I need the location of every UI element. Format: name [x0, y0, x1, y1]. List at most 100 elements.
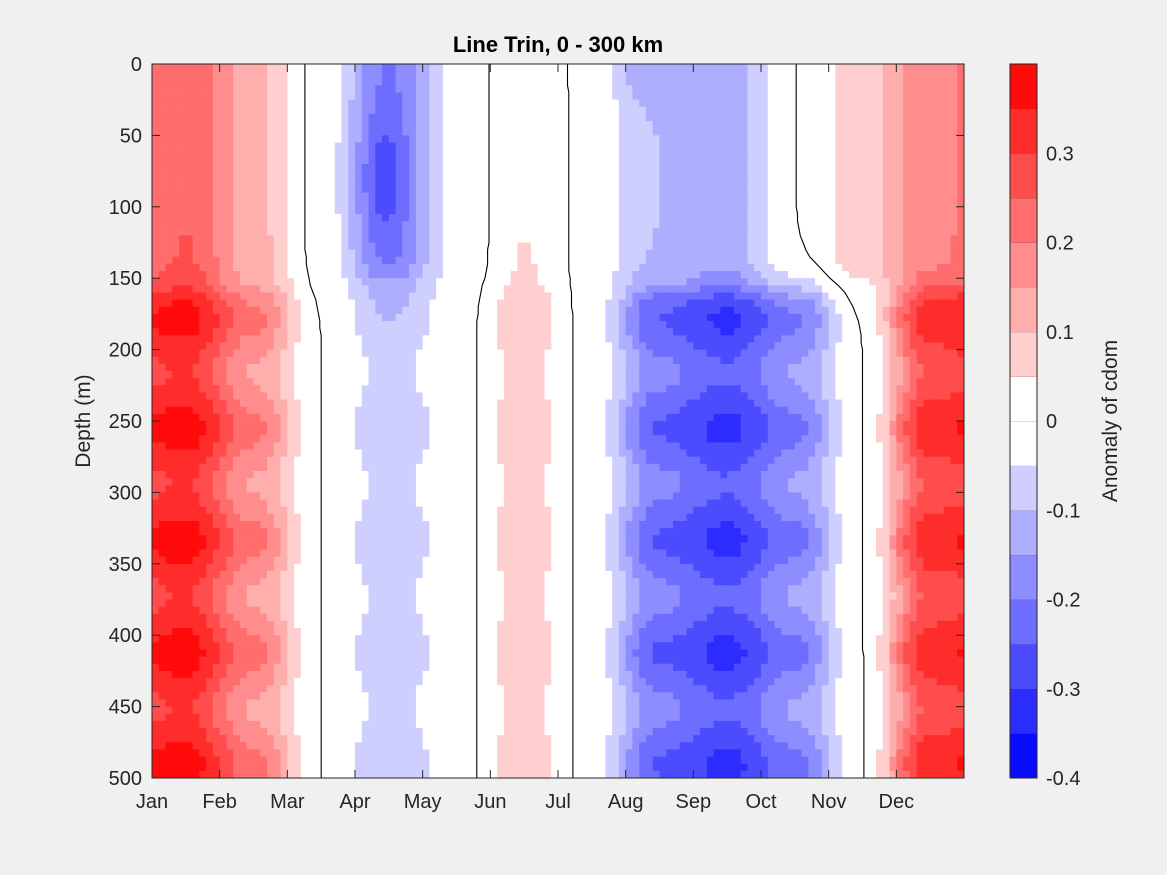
contour-cell	[882, 171, 891, 179]
contour-cell	[876, 271, 884, 279]
contour-cell	[273, 163, 282, 172]
contour-cell	[821, 242, 830, 251]
contour-cell	[754, 242, 762, 251]
contour-cell	[733, 142, 742, 151]
contour-cell	[199, 256, 207, 265]
contour-cell	[233, 99, 241, 108]
contour-cell	[598, 142, 606, 151]
contour-cell	[882, 64, 891, 72]
contour-cell	[652, 71, 661, 79]
contour-cell	[605, 192, 613, 201]
contour-cell	[449, 328, 458, 336]
contour-cell	[172, 335, 180, 344]
contour-cell	[855, 113, 864, 122]
contour-cell	[300, 292, 309, 301]
contour-cell	[321, 92, 329, 101]
contour-cell	[334, 99, 343, 108]
contour-cell	[483, 199, 491, 208]
contour-cell	[889, 313, 897, 322]
contour-cell	[483, 192, 491, 201]
contour-cell	[334, 171, 343, 179]
contour-cell	[896, 213, 904, 222]
contour-cell	[801, 285, 809, 294]
contour-cell	[835, 321, 843, 329]
contour-cell	[530, 64, 539, 72]
contour-cell	[402, 328, 410, 336]
contour-cell	[713, 128, 721, 136]
contour-cell	[585, 135, 593, 144]
contour-cell	[280, 85, 288, 94]
contour-cell	[666, 142, 674, 151]
contour-cell	[375, 306, 383, 315]
contour-cell	[591, 163, 600, 172]
contour-cell	[740, 242, 749, 251]
contour-cell	[916, 71, 924, 79]
contour-cell	[524, 178, 532, 186]
contour-cell	[930, 199, 938, 208]
contour-cell	[896, 199, 904, 208]
contour-cell	[442, 135, 451, 144]
contour-cell	[497, 199, 505, 208]
plot-area	[151, 63, 965, 779]
contour-cell	[666, 92, 674, 101]
contour-cell	[219, 135, 228, 144]
contour-cell	[754, 278, 762, 286]
contour-cell	[571, 71, 579, 79]
contour-cell	[720, 199, 728, 208]
contour-cell	[219, 299, 228, 308]
contour-cell	[903, 349, 911, 358]
contour-cell	[179, 64, 187, 72]
contour-cell	[449, 349, 458, 358]
contour-cell	[862, 249, 870, 258]
contour-cell	[578, 299, 586, 308]
contour-cell	[185, 321, 194, 329]
contour-fill	[152, 64, 964, 778]
contour-cell	[368, 128, 376, 136]
contour-cell	[930, 228, 938, 236]
contour-cell	[659, 306, 667, 315]
contour-cell	[652, 135, 661, 144]
contour-cell	[239, 206, 248, 215]
contour-cell	[869, 185, 877, 194]
contour-cell	[355, 313, 363, 322]
contour-cell	[625, 135, 634, 144]
contour-cell	[327, 328, 336, 336]
contour-cell	[246, 185, 255, 194]
contour-cell	[395, 242, 403, 251]
contour-cell	[219, 278, 228, 286]
contour-cell	[666, 78, 674, 87]
contour-cell	[239, 221, 248, 229]
contour-cell	[206, 206, 214, 215]
contour-cell	[862, 263, 870, 272]
contour-cell	[930, 171, 938, 179]
contour-cell	[517, 106, 525, 115]
contour-cell	[517, 185, 525, 194]
contour-cell	[239, 213, 248, 222]
contour-cell	[327, 171, 336, 179]
contour-cell	[754, 306, 762, 315]
contour-cell	[382, 228, 390, 236]
contour-cell	[382, 85, 390, 94]
contour-cell	[165, 78, 173, 87]
contour-cell	[686, 221, 694, 229]
contour-cell	[530, 213, 539, 222]
contour-cell	[848, 321, 857, 329]
contour-cell	[402, 64, 410, 72]
contour-cell	[585, 85, 593, 94]
contour-cell	[909, 349, 918, 358]
contour-cell	[862, 135, 870, 144]
contour-cell	[598, 328, 606, 336]
contour-cell	[395, 142, 403, 151]
contour-cell	[666, 228, 674, 236]
contour-cell	[415, 342, 424, 351]
contour-cell	[402, 135, 410, 144]
contour-cell	[395, 156, 403, 165]
contour-cell	[530, 249, 539, 258]
contour-cell	[429, 263, 437, 272]
contour-cell	[470, 299, 478, 308]
contour-cell	[909, 313, 918, 322]
contour-cell	[212, 64, 221, 72]
contour-cell	[693, 235, 701, 244]
contour-cell	[842, 335, 850, 344]
contour-cell	[172, 156, 180, 165]
